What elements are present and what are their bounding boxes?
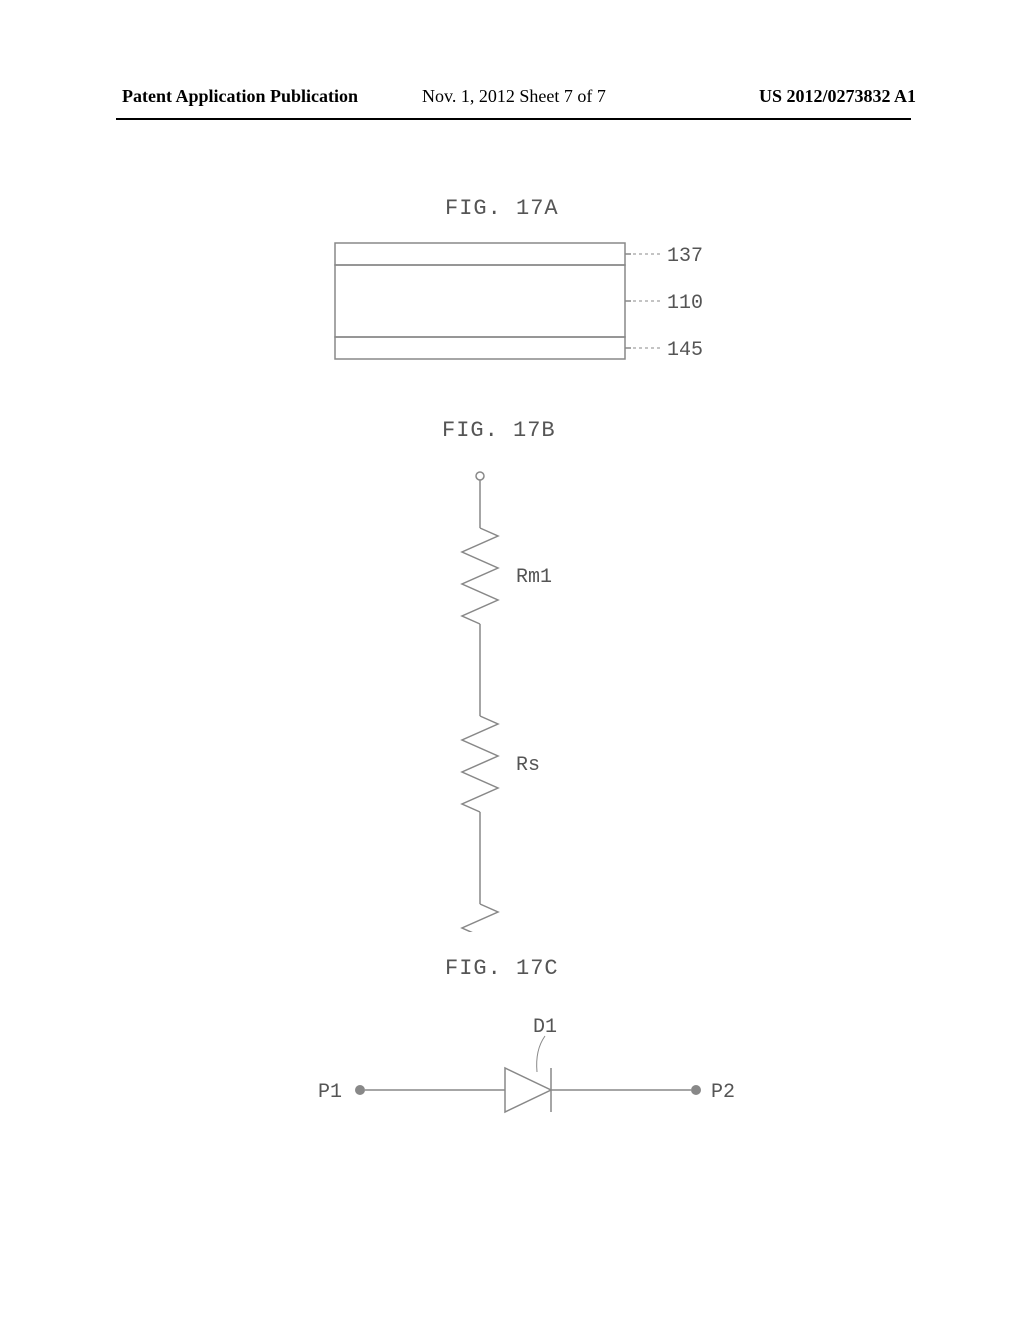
diode-label: D1 <box>533 1016 557 1039</box>
resistor-icon <box>462 528 498 624</box>
layer-callout: 145 <box>667 339 703 362</box>
resistor-icon <box>462 716 498 812</box>
header-center: Nov. 1, 2012 Sheet 7 of 7 <box>422 86 606 107</box>
layer-rect <box>335 265 625 337</box>
figure-17b: Rm1RsRm2 <box>440 462 620 932</box>
terminal-p1-icon <box>355 1085 365 1095</box>
layer-callout: 137 <box>667 245 703 268</box>
figure-17a-label: FIG. 17A <box>445 196 559 221</box>
resistor-label: Rm1 <box>516 566 552 589</box>
header-rule <box>116 118 911 120</box>
terminal-icon <box>476 472 484 480</box>
terminal-p2-icon <box>691 1085 701 1095</box>
diode-icon <box>505 1068 551 1112</box>
page-header: Patent Application Publication Nov. 1, 2… <box>0 86 1024 116</box>
terminal-p2-label: P2 <box>711 1081 735 1104</box>
figure-17c-label: FIG. 17C <box>445 956 559 981</box>
layer-rect <box>335 243 625 265</box>
figure-17c: P1 D1 P2 <box>305 1010 735 1130</box>
layer-callout: 110 <box>667 292 703 315</box>
terminal-p1-label: P1 <box>318 1081 342 1104</box>
resistor-label: Rs <box>516 754 540 777</box>
layer-rect <box>335 337 625 359</box>
resistor-icon <box>462 904 498 932</box>
figure-17a: 137 110 145 <box>325 233 745 393</box>
header-right: US 2012/0273832 A1 <box>759 86 916 107</box>
page: Patent Application Publication Nov. 1, 2… <box>0 0 1024 1320</box>
figure-17b-label: FIG. 17B <box>442 418 556 443</box>
header-left: Patent Application Publication <box>122 86 358 107</box>
